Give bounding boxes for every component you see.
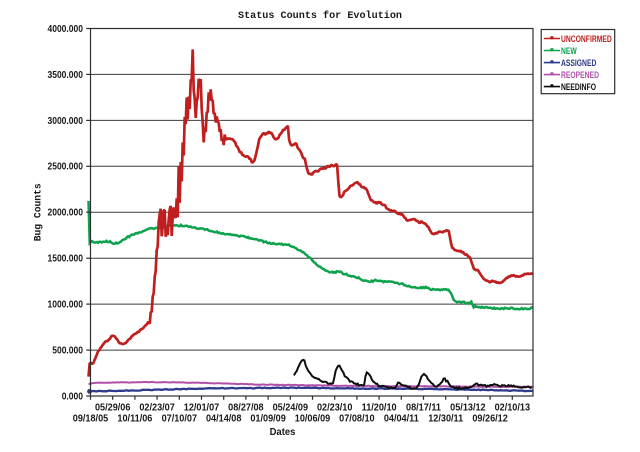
svg-text:ASSIGNED: ASSIGNED (561, 58, 596, 68)
svg-text:11/20/10: 11/20/10 (362, 402, 397, 413)
svg-text:04/14/08: 04/14/08 (206, 413, 241, 424)
svg-text:01/09/09: 01/09/09 (250, 413, 285, 424)
svg-text:Status Counts for Evolution: Status Counts for Evolution (238, 10, 402, 22)
svg-text:10/06/09: 10/06/09 (295, 413, 330, 424)
svg-text:500.000: 500.000 (52, 345, 83, 356)
svg-text:02/23/10: 02/23/10 (317, 402, 352, 413)
svg-text:3500.000: 3500.000 (47, 69, 83, 80)
svg-text:3000.000: 3000.000 (47, 115, 83, 126)
svg-text:02/10/13: 02/10/13 (495, 402, 530, 413)
svg-text:REOPENED: REOPENED (561, 70, 599, 80)
svg-text:Dates: Dates (270, 427, 296, 438)
svg-text:2500.000: 2500.000 (47, 161, 83, 172)
svg-text:05/29/06: 05/29/06 (95, 402, 130, 413)
svg-text:05/24/09: 05/24/09 (273, 402, 308, 413)
svg-text:12/01/07: 12/01/07 (184, 402, 219, 413)
svg-text:12/30/11: 12/30/11 (428, 413, 463, 424)
svg-text:02/23/07: 02/23/07 (139, 402, 174, 413)
svg-text:NEW: NEW (561, 46, 577, 56)
svg-text:08/27/08: 08/27/08 (228, 402, 263, 413)
svg-text:07/08/10: 07/08/10 (339, 413, 374, 424)
svg-text:0.000: 0.000 (62, 391, 83, 402)
svg-text:10/11/06: 10/11/06 (117, 413, 152, 424)
svg-text:NEEDINFO: NEEDINFO (561, 82, 596, 92)
svg-text:05/13/12: 05/13/12 (450, 402, 485, 413)
svg-text:09/26/12: 09/26/12 (472, 413, 507, 424)
svg-text:04/04/11: 04/04/11 (384, 413, 419, 424)
svg-text:2000.000: 2000.000 (47, 207, 83, 218)
svg-text:UNCONFIRMED: UNCONFIRMED (561, 34, 612, 44)
svg-text:08/17/11: 08/17/11 (406, 402, 441, 413)
svg-text:4000.000: 4000.000 (47, 23, 83, 34)
svg-text:09/18/05: 09/18/05 (73, 413, 108, 424)
svg-text:1000.000: 1000.000 (47, 299, 83, 310)
svg-text:1500.000: 1500.000 (47, 253, 83, 264)
svg-text:07/10/07: 07/10/07 (162, 413, 197, 424)
svg-text:Bug Counts: Bug Counts (34, 183, 45, 241)
